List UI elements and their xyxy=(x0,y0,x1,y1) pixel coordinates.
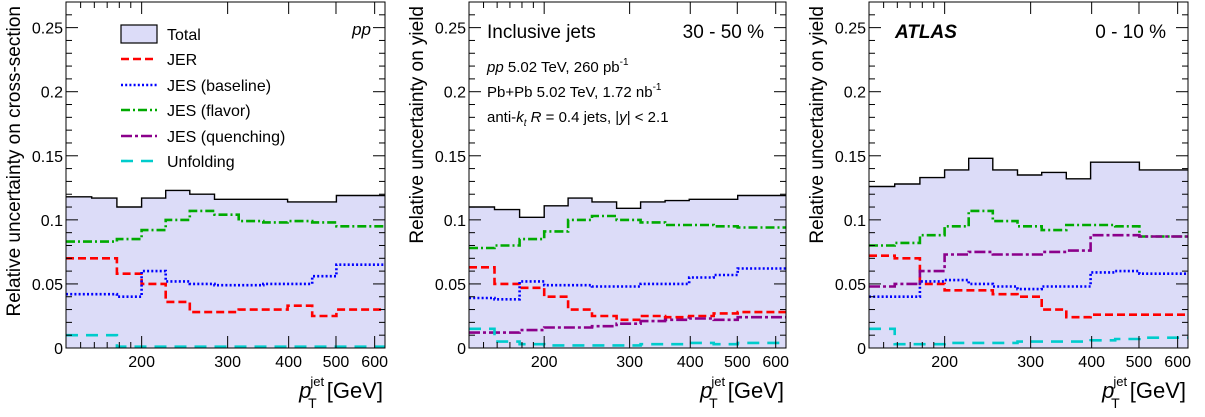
plot-frame xyxy=(468,1,787,349)
y-axis-label: Relative uncertainty on yield xyxy=(807,6,828,244)
y-tick-label: 0.25 xyxy=(435,21,466,38)
y-tick-label: 0 xyxy=(857,341,866,358)
series-jes-baseline-line xyxy=(869,269,1188,298)
x-tick-label: 200 xyxy=(531,354,558,371)
y-tick-label: 0 xyxy=(457,341,466,358)
legend-label: JER xyxy=(167,52,197,69)
plot-area xyxy=(469,194,786,348)
series-total-line xyxy=(66,189,385,208)
x-tick-label: 600 xyxy=(762,354,789,371)
panel-1: 0 0.05 0.1 0.15 0.2 0.25 200 300 400 500 600 Relati… xyxy=(4,1,388,411)
x-tick-label: 600 xyxy=(1164,354,1191,371)
legend-total-swatch xyxy=(120,24,158,44)
y-tick-label: 0.15 xyxy=(435,149,466,166)
x-tick-label: 400 xyxy=(1078,354,1105,371)
centrality-label: 30 - 50 % xyxy=(683,22,764,43)
x-tick-label: 500 xyxy=(724,354,751,371)
y-tick-label: 0.1 xyxy=(444,213,466,230)
total-uncertainty-area xyxy=(469,195,786,348)
total-uncertainty-area xyxy=(869,158,1188,348)
info-line-pbpb: Pb+Pb 5.02 TeV, 1.72 nb-1 xyxy=(487,82,662,101)
series-unfolding-line xyxy=(66,333,385,348)
x-axis-label: pjet T [GeV] xyxy=(699,374,784,411)
series-jes-quenching-line xyxy=(469,315,786,334)
x-tick-label: 300 xyxy=(1017,354,1044,371)
x-tick-label: 200 xyxy=(128,354,155,371)
y-tick-label: 0.2 xyxy=(844,85,866,102)
x-tick-label: 500 xyxy=(323,354,350,371)
legend-label: JES (baseline) xyxy=(167,78,271,95)
series-jes-flavor-line xyxy=(469,214,786,250)
series-jer-line xyxy=(66,257,385,318)
x-tick-label: 300 xyxy=(214,354,241,371)
x-axis-label: pjet T [GeV] xyxy=(1101,374,1186,411)
y-tick-label: 0.05 xyxy=(435,277,466,294)
panel-3: 0 0.05 0.1 0.15 0.2 0.25 200 300 400 500 600 Relati… xyxy=(807,1,1191,411)
info-line-jets: anti-kt R = 0.4 jets, |y| < 2.1 xyxy=(487,109,669,129)
series-jer-line xyxy=(469,266,786,322)
plot-frame xyxy=(65,1,386,349)
x-tick-label: 600 xyxy=(361,354,388,371)
y-tick-label: 0.25 xyxy=(32,21,63,38)
panel-title: Inclusive jets xyxy=(487,22,596,43)
plot-frame xyxy=(868,1,1189,349)
atlas-label: ATLAS xyxy=(894,22,957,43)
x-tick-label: 300 xyxy=(616,354,643,371)
y-tick-label: 0.05 xyxy=(32,277,63,294)
series-jes-baseline-line xyxy=(66,263,385,298)
x-tick-label: 500 xyxy=(1126,354,1153,371)
y-tick-label: 0.15 xyxy=(835,149,866,166)
y-tick-label: 0.05 xyxy=(835,277,866,294)
y-tick-label: 0.15 xyxy=(32,149,63,166)
x-axis-label: pjet T [GeV] xyxy=(298,374,383,411)
panel-2: 0 0.05 0.1 0.15 0.2 0.25 200 300 400 500 600 Relati… xyxy=(407,1,789,411)
plot-area xyxy=(66,189,385,348)
series-jes-flavor-line xyxy=(869,209,1188,247)
info-line-pp: pp 5.02 TeV, 260 pb-1 xyxy=(486,57,629,76)
series-total-line xyxy=(469,194,786,218)
y-axis-label: Relative uncertainty on cross-section xyxy=(4,6,25,316)
legend-label: Total xyxy=(167,27,201,44)
legend-label: Unfolding xyxy=(167,154,235,171)
y-tick-label: 0.1 xyxy=(41,213,63,230)
y-tick-label: 0 xyxy=(54,341,63,358)
series-jes-flavor-line xyxy=(66,209,385,243)
legend-label: JES (quenching) xyxy=(167,129,285,146)
y-tick-label: 0.2 xyxy=(41,85,63,102)
x-tick-label: 400 xyxy=(275,354,302,371)
legend-label: JES (flavor) xyxy=(167,103,251,120)
series-unfolding-line xyxy=(469,327,786,347)
plot-area xyxy=(869,157,1188,348)
y-tick-label: 0.1 xyxy=(844,213,866,230)
legend: Total JER JES (baseline) JES (flavor) JES (q… xyxy=(120,24,285,171)
x-tick-label: 200 xyxy=(931,354,958,371)
y-tick-label: 0.2 xyxy=(444,85,466,102)
panel-label: pp xyxy=(351,20,371,39)
y-axis-label: Relative uncertainty on yield xyxy=(407,6,428,244)
y-tick-label: 0.25 xyxy=(835,21,866,38)
series-total-line xyxy=(869,157,1188,188)
centrality-label: 0 - 10 % xyxy=(1095,22,1166,43)
x-tick-label: 400 xyxy=(677,354,704,371)
series-unfolding-line xyxy=(869,327,1188,346)
series-jes-quenching-line xyxy=(869,233,1188,288)
